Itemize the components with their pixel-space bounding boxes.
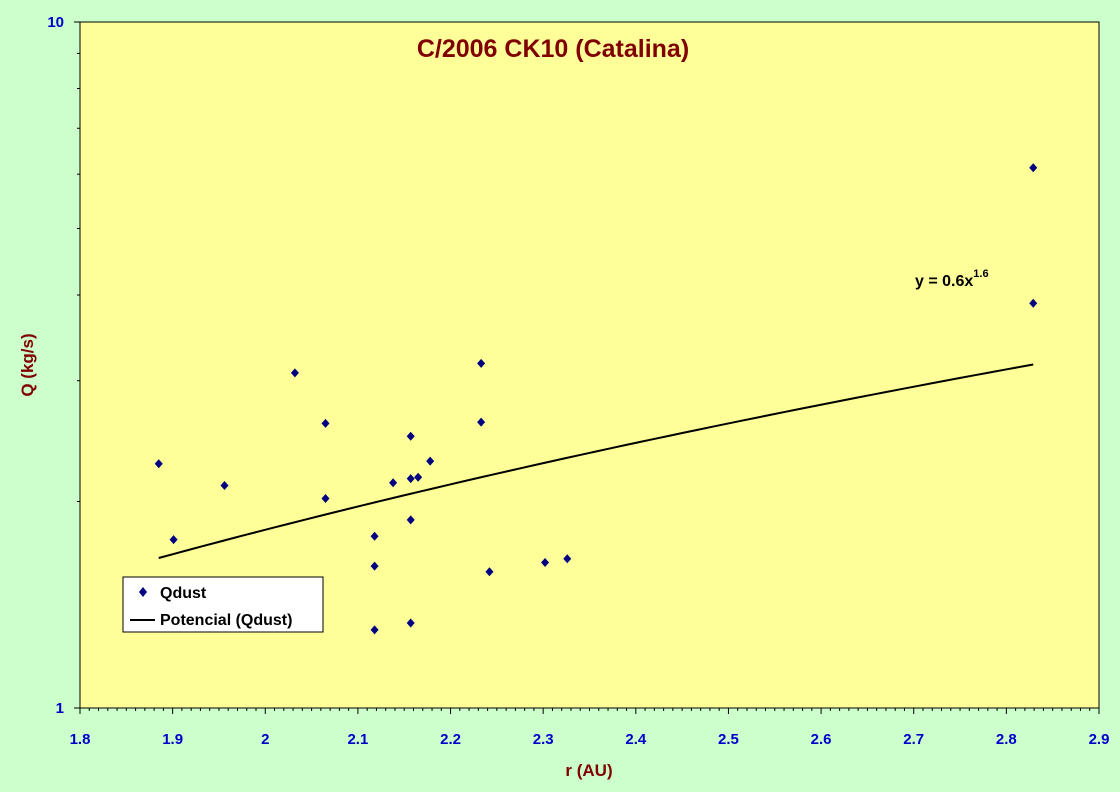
- x-tick-label: 2.7: [903, 731, 924, 748]
- x-tick-label: 2: [261, 731, 269, 748]
- data-point: [389, 478, 398, 488]
- x-axis-label: r (AU): [565, 761, 612, 780]
- x-tick-label: 2.6: [811, 731, 832, 748]
- data-point: [370, 625, 379, 635]
- data-point: [426, 456, 435, 466]
- points-layer: [154, 163, 1038, 635]
- trendline: [158, 363, 1034, 559]
- data-point: [321, 494, 330, 504]
- data-point: [290, 368, 299, 378]
- y-tick-label: 1: [56, 700, 64, 717]
- axis-layer: [74, 21, 1100, 714]
- data-point: [370, 561, 379, 571]
- data-point: [406, 515, 415, 525]
- trend-layer: [158, 363, 1034, 559]
- legend: Qdust Potencial (Qdust): [122, 576, 324, 633]
- tick-label-layer: 1.8 1.9 2 2.1 2.2 2.3 2.4 2.5 2.6 2.7 2.8 2.9 1 10: [47, 14, 1109, 748]
- data-point: [563, 554, 572, 564]
- data-point: [321, 418, 330, 428]
- legend-label-qdust: Qdust: [160, 585, 207, 602]
- x-tick-label: 2.4: [625, 731, 647, 748]
- data-point: [154, 459, 163, 469]
- data-point: [406, 431, 415, 441]
- x-tick-label: 2.3: [533, 731, 554, 748]
- data-point: [406, 618, 415, 628]
- data-point: [1029, 163, 1038, 173]
- x-tick-label: 1.9: [162, 731, 183, 748]
- x-tick-label: 2.1: [347, 731, 368, 748]
- x-tick-label: 1.8: [70, 731, 91, 748]
- data-point: [1029, 298, 1038, 308]
- chart-title: C/2006 CK10 (Catalina): [417, 35, 689, 63]
- trendline-equation-base: y = 0.6x: [915, 273, 973, 290]
- legend-label-fit: Potencial (Qdust): [160, 612, 292, 629]
- x-tick-label: 2.9: [1089, 731, 1110, 748]
- legend-box: [122, 576, 324, 633]
- data-point: [477, 417, 486, 427]
- data-point: [414, 472, 423, 482]
- data-point: [477, 358, 486, 368]
- data-point: [406, 474, 415, 484]
- legend-marker-diamond: [139, 587, 147, 597]
- data-point: [169, 535, 178, 545]
- x-tick-label: 2.2: [440, 731, 461, 748]
- data-point: [541, 557, 550, 567]
- y-axis-label: Q (kg/s): [18, 333, 37, 396]
- data-point: [370, 531, 379, 541]
- trendline-equation-exponent: 1.6: [973, 268, 988, 280]
- data-point: [485, 567, 494, 577]
- data-point: [220, 481, 229, 491]
- trendline-equation: y = 0.6x1.6: [915, 268, 989, 290]
- x-tick-label: 2.5: [718, 731, 739, 748]
- y-tick-label: 10: [47, 14, 64, 31]
- x-tick-label: 2.8: [996, 731, 1017, 748]
